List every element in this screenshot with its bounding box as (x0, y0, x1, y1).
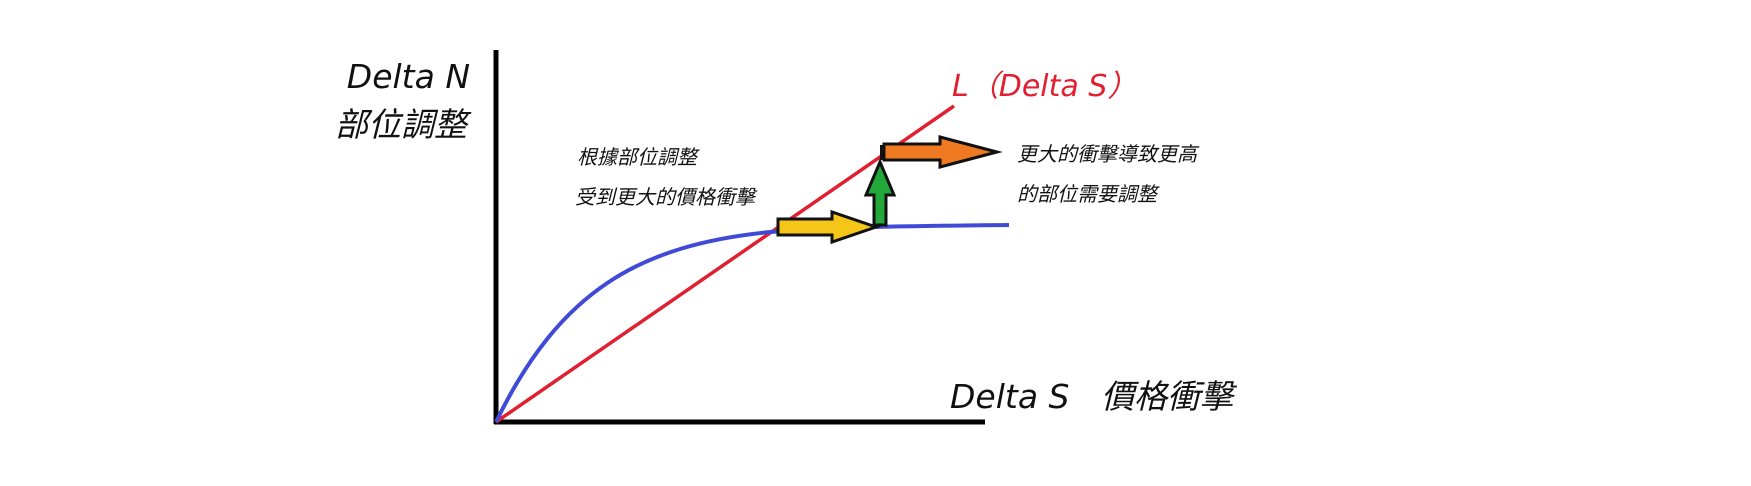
annotation-left-line1: 根據部位調整 (577, 145, 700, 169)
annotation-right-line2: 的部位需要調整 (1017, 182, 1160, 206)
annotation-right-line1: 更大的衝擊導致更高 (1017, 142, 1200, 166)
line-l-label: L（Delta S） (952, 69, 1137, 104)
x-axis-title: Delta S 價格衝擊 (950, 377, 1238, 416)
green-arrow (863, 158, 897, 227)
position-adjustment-curve (494, 223, 1010, 423)
orange-arrow (882, 135, 1003, 169)
yellow-arrow (776, 209, 881, 245)
annotation-left-line2: 受到更大的價格衝擊 (575, 185, 758, 209)
line-l-delta-s (495, 104, 955, 424)
y-axis-title-line1: Delta N (347, 57, 470, 96)
y-axis-title-line2: 部位調整 (335, 105, 472, 144)
